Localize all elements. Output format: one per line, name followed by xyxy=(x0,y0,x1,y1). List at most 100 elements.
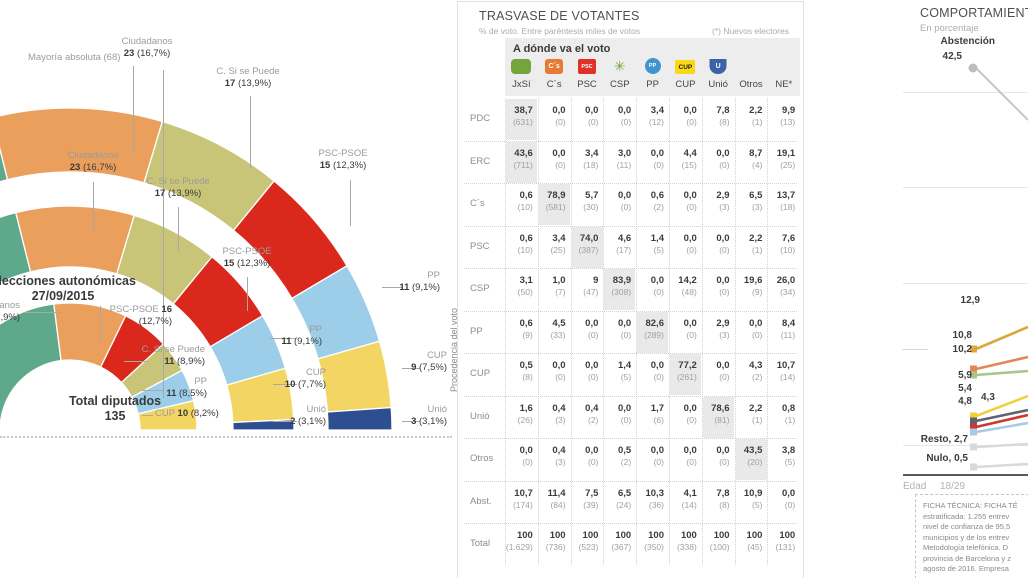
cell-PSC-NE*: 7,6 xyxy=(781,232,796,244)
cell-n-PP-PP: (289) xyxy=(644,329,664,340)
behavior-chart-svg xyxy=(968,63,1028,471)
behavior-label-5-9: 5,9 xyxy=(958,370,972,381)
row-label-Abst.: Abst. xyxy=(470,495,492,507)
cell-n-CSP-PP: (0) xyxy=(653,287,664,297)
cell-n-Abst.-PSC: (39) xyxy=(583,499,599,510)
cell-n-Unió-Otros: (1) xyxy=(752,414,763,425)
cell-Abst.-NE*: 0,0 xyxy=(781,487,796,499)
cell-CSP-CUP: 14,2 xyxy=(678,275,697,286)
cell-n-Unió-CUP: (0) xyxy=(686,414,697,425)
cell-n-PSC-NE*: (10) xyxy=(780,244,796,255)
series-marker-Abstención xyxy=(968,63,978,73)
behavior-label-Abstención: Abstención xyxy=(940,36,995,47)
cell-n-Otros-Otros: (20) xyxy=(747,457,763,467)
cell-n-Total-CSP: (367) xyxy=(611,542,632,552)
arc-label-inner-cup: CUP 10 (8,2%) xyxy=(155,408,219,419)
cell-n-Abst.-JxSí: (174) xyxy=(512,499,533,510)
cell-n-CUP-NE*: (14) xyxy=(780,372,796,382)
arc-middle-Ciudadanos xyxy=(15,205,136,275)
arc-label-outer-csp: C. Si se Puede 17 (13,9%) xyxy=(216,66,280,89)
cell-n-ERC-CUP: (15) xyxy=(681,159,697,170)
cell-PDC-C´s: 0,0 xyxy=(552,105,566,116)
cell-Otros-Unió: 0,0 xyxy=(716,445,730,456)
arc-label-mid-unio: Unió 2 (3,1%) xyxy=(290,404,326,427)
row-label-PSC: PSC xyxy=(470,240,490,252)
cell-n-PP-C´s: (33) xyxy=(550,329,566,340)
cell-CSP-PP: 0,0 xyxy=(650,275,664,286)
table-hline-4 xyxy=(464,268,797,269)
cell-Abst.-C´s: 11,4 xyxy=(547,487,566,499)
arc-label-inner-csp: C. Si se Puede 11 (8,9%) xyxy=(141,344,205,367)
row-label-Otros: Otros xyxy=(470,453,494,464)
cell-CSP-C´s: 1,0 xyxy=(552,275,566,286)
cell-PP-CSP: 0,0 xyxy=(617,317,632,329)
table-vline-3 xyxy=(603,98,605,565)
cell-n-Abst.-NE*: (0) xyxy=(784,499,796,510)
cell-n-PSC-CSP: (17) xyxy=(616,244,632,255)
cell-Abst.-CSP: 6,5 xyxy=(617,487,632,499)
arc-inner-JxSí xyxy=(0,303,62,431)
arc-pointer-13 xyxy=(273,384,297,385)
cell-PDC-PSC: 0,0 xyxy=(585,105,599,116)
arc-pointer-8 xyxy=(24,312,62,313)
series-marker-4,8 xyxy=(970,423,977,431)
behavior-label-4-8: 4,8 xyxy=(958,396,972,407)
cell-n-Total-PP: (350) xyxy=(644,542,664,552)
table-hline-6 xyxy=(464,353,797,354)
cell-PDC-PP: 3,4 xyxy=(650,105,664,116)
cell-n-C´s-PP: (2) xyxy=(653,202,664,212)
cell-n-CUP-CUP: (261) xyxy=(676,372,697,382)
cell-n-PP-PSC: (0) xyxy=(588,329,599,340)
cell-Otros-NE*: 3,8 xyxy=(781,445,796,456)
col-header-C´s: C´s xyxy=(546,79,562,90)
series-marker-10,2 xyxy=(970,371,977,379)
cell-n-C´s-PSC: (30) xyxy=(583,202,599,212)
cell-n-ERC-C´s: (0) xyxy=(555,159,566,170)
cell-C´s-JxSí: 0,6 xyxy=(519,190,533,201)
cell-n-Unió-C´s: (3) xyxy=(555,414,566,425)
cell-n-PP-CSP: (0) xyxy=(620,329,632,340)
cell-n-C´s-NE*: (18) xyxy=(780,202,796,212)
ficha-tecnica-box: FICHA TÉCNICA: FICHA TÉ estratificada: 1.… xyxy=(915,494,1028,578)
cell-n-PSC-Otros: (1) xyxy=(752,244,763,255)
cell-n-C´s-CSP: (0) xyxy=(620,202,632,212)
cell-Abst.-CUP: 4,1 xyxy=(683,487,697,499)
cell-PP-JxSí: 0,6 xyxy=(519,317,533,329)
cell-Otros-JxSí: 0,0 xyxy=(519,445,533,456)
cell-n-Total-CUP: (338) xyxy=(676,542,697,552)
cell-n-CUP-JxSí: (8) xyxy=(522,372,533,382)
highlight-PDC xyxy=(506,99,537,140)
arc-pointer-15 xyxy=(382,287,402,288)
cell-n-Unió-PP: (6) xyxy=(653,414,664,425)
highlight-Unió xyxy=(702,396,734,438)
cell-n-Total-NE*: (131) xyxy=(775,542,796,552)
cell-n-C´s-JxSí: (10) xyxy=(517,202,533,212)
unio-logo-icon: U xyxy=(709,59,727,74)
cell-n-PDC-PP: (12) xyxy=(648,117,664,127)
cell-PSC-CUP: 0,0 xyxy=(683,232,697,244)
highlight-C´s xyxy=(538,184,570,225)
cell-PP-Otros: 0,0 xyxy=(749,317,763,329)
cell-Unió-Unió: 78,6 xyxy=(711,402,730,414)
cell-n-PP-CUP: (0) xyxy=(686,329,697,340)
row-label-Total: Total xyxy=(470,538,491,549)
table-note: (*) Nuevos electores xyxy=(711,26,789,36)
table-vline-8 xyxy=(767,98,769,565)
highlight-CUP xyxy=(670,354,701,395)
cell-n-Unió-CSP: (0) xyxy=(620,414,632,425)
cell-n-Otros-NE*: (5) xyxy=(784,457,796,467)
arc-label-outer-unio: Unió 3 (3,1%) xyxy=(411,404,447,427)
cell-Unió-C´s: 0,4 xyxy=(552,402,566,414)
cell-n-PDC-C´s: (0) xyxy=(555,117,566,127)
cell-Unió-PP: 1,7 xyxy=(650,402,664,414)
cell-n-CUP-PSC: (0) xyxy=(588,372,599,382)
gridline-extra xyxy=(903,445,1028,446)
behavior-label-10-2: 10,2 xyxy=(952,344,972,355)
cell-n-PSC-PP: (5) xyxy=(653,244,664,255)
age-axis-line xyxy=(903,474,1028,476)
arc-pointer-3 xyxy=(350,180,351,226)
cell-PDC-JxSí: 38,7 xyxy=(514,105,533,116)
arc-label-mid-csp: C. Si se Puede 17 (13,9%) xyxy=(146,176,210,199)
cell-n-CSP-Otros: (9) xyxy=(752,287,763,297)
